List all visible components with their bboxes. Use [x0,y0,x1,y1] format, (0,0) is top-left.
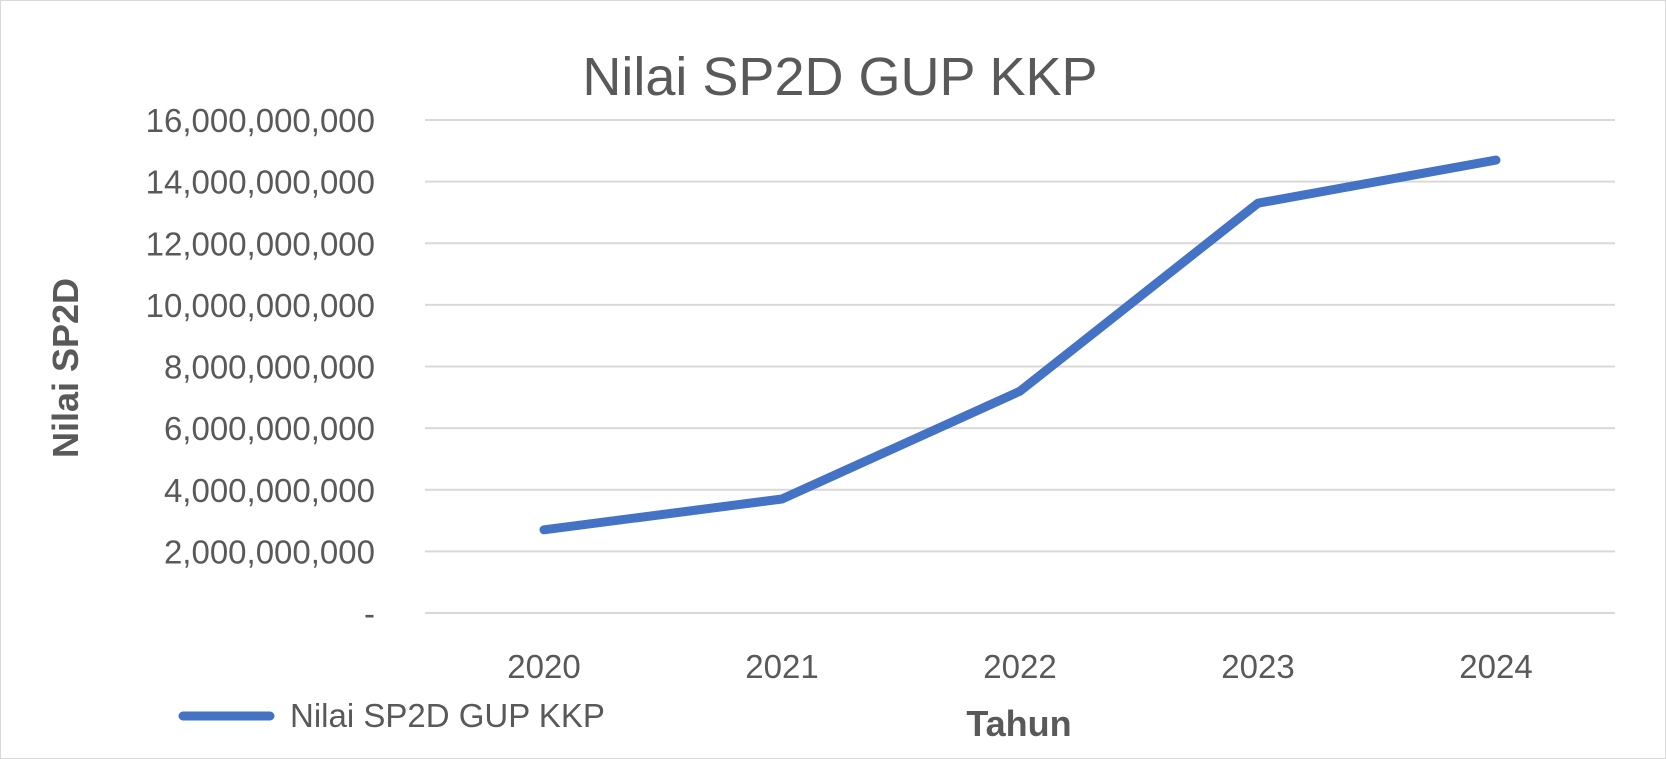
series-lines [539,155,1501,535]
x-tick-label: 2023 [1221,648,1294,685]
legend-label: Nilai SP2D GUP KKP [290,697,605,734]
y-axis-label: Nilai SP2D [45,278,86,458]
y-axis-ticks: - 2,000,000,000 4,000,000,000 6,000,000,000… [146,102,375,632]
y-tick-label: 4,000,000,000 [164,472,375,509]
x-tick-label: 2022 [983,648,1056,685]
y-tick-label: 16,000,000,000 [146,102,375,139]
y-tick-label: 12,000,000,000 [146,225,375,262]
x-tick-label: 2021 [745,648,818,685]
x-axis-label: Tahun [966,703,1071,744]
y-tick-label: 8,000,000,000 [164,349,375,386]
chart-title: Nilai SP2D GUP KKP [582,47,1097,107]
x-axis-ticks: 2020 2021 2022 2023 2024 [507,648,1532,685]
y-tick-label: - [364,595,375,632]
y-tick-label: 10,000,000,000 [146,287,375,324]
x-tick-label: 2024 [1459,648,1532,685]
gridlines [425,119,1615,614]
y-tick-label: 2,000,000,000 [164,533,375,570]
series-line [539,155,1501,535]
x-tick-label: 2020 [507,648,580,685]
y-tick-label: 6,000,000,000 [164,410,375,447]
legend: Nilai SP2D GUP KKP [178,697,605,734]
y-tick-label: 14,000,000,000 [146,164,375,201]
